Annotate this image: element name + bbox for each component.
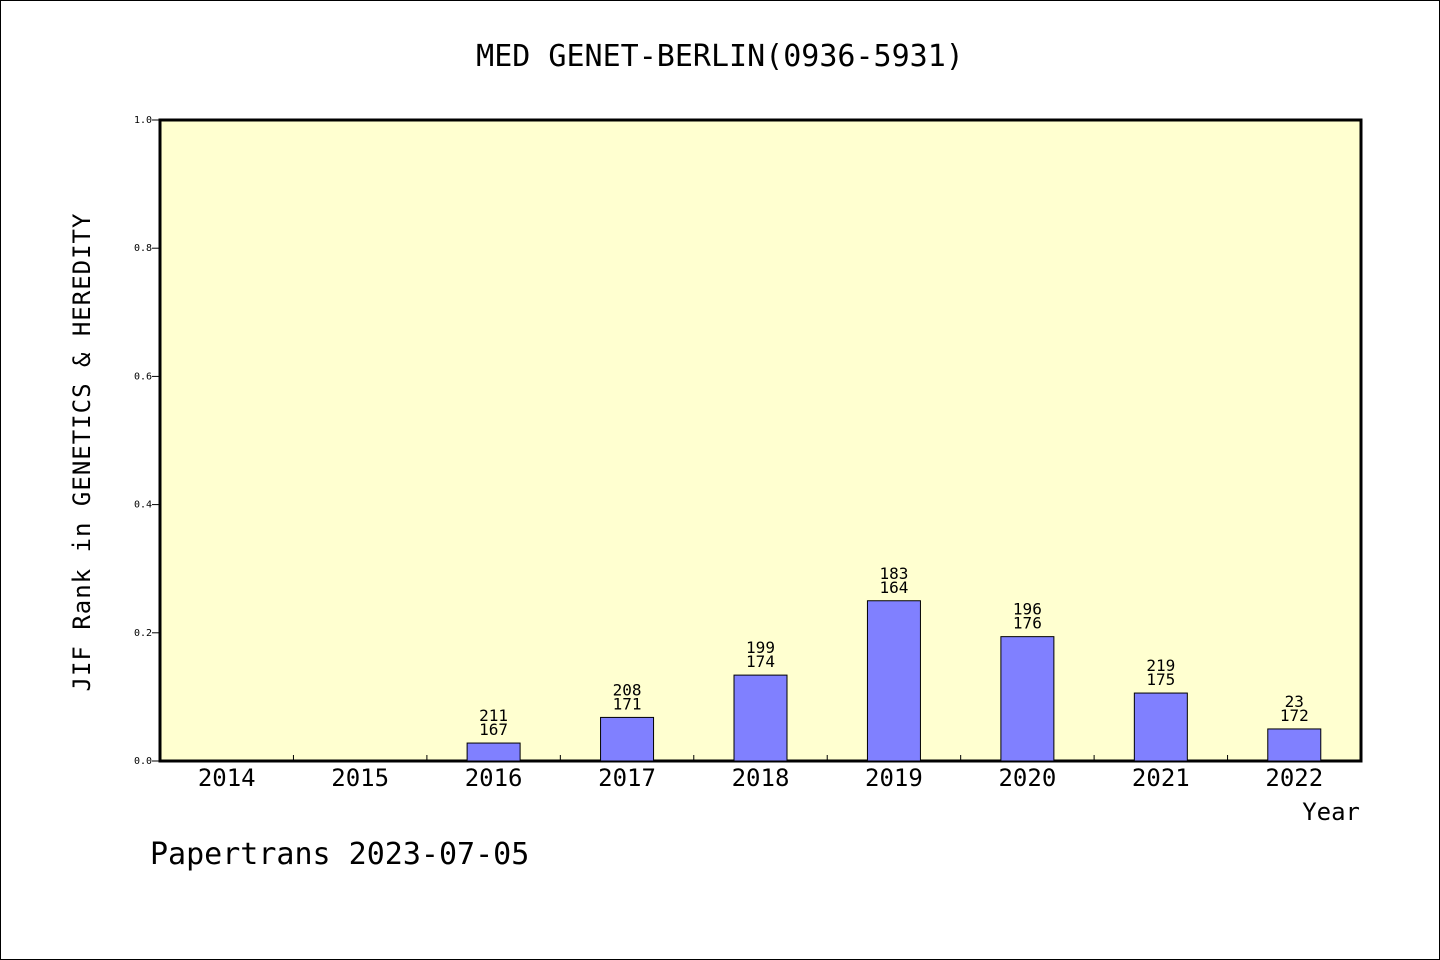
bar-2018 [733, 674, 788, 762]
bar-rank-label: 171 [613, 694, 642, 713]
bar-rank-label: 172 [1280, 706, 1309, 725]
y-axis: 0.0 0.2 0.4 0.6 0.8 1.0 [134, 115, 160, 767]
x-tick-label: 2017 [598, 764, 656, 792]
bar-rank-label: 167 [479, 720, 508, 739]
x-tick-label: 2020 [998, 764, 1056, 792]
y-tick-label: 0.2 [134, 628, 152, 639]
x-tick-label: 2021 [1132, 764, 1190, 792]
x-tick-label: 2014 [198, 764, 256, 792]
x-tick-label: 2018 [732, 764, 790, 792]
bar-total-label: 196 [1013, 600, 1042, 619]
bar-rank-label: 176 [1013, 614, 1042, 633]
x-tick-label: 2015 [331, 764, 389, 792]
bar-total-label: 208 [613, 680, 642, 699]
x-axis-label: Year [1302, 798, 1360, 826]
bar-2021 [1133, 692, 1188, 762]
x-tick-label: 2019 [865, 764, 923, 792]
plot-area [158, 118, 1363, 763]
bar-rank-label: 164 [879, 578, 908, 597]
bar-2016 [466, 742, 521, 762]
bar-2022 [1267, 728, 1322, 762]
y-axis-label: JIF Rank in GENETICS & HEREDITY [68, 213, 96, 692]
y-tick-label: 0.0 [134, 756, 152, 767]
bar-total-label: 199 [746, 638, 775, 657]
bar-rank-label: 175 [1146, 670, 1175, 689]
bar-total-label: 23 [1285, 692, 1304, 711]
x-tick-label: 2022 [1265, 764, 1323, 792]
bar-total-label: 211 [479, 706, 508, 725]
bar-2020 [1000, 636, 1055, 762]
y-tick-label: 0.4 [134, 500, 152, 511]
bar-2017 [600, 716, 655, 762]
bar-rank-label: 174 [746, 652, 775, 671]
y-tick-label: 0.8 [134, 243, 152, 254]
bar-total-label: 183 [879, 564, 908, 583]
bar-total-label: 219 [1146, 656, 1175, 675]
chart-title: MED GENET-BERLIN(0936-5931) [476, 39, 964, 74]
x-tick-label: 2016 [465, 764, 523, 792]
footer-text: Papertrans 2023-07-05 [150, 837, 529, 872]
y-tick-label: 0.6 [134, 371, 152, 382]
bar-2019 [866, 600, 921, 762]
y-tick-label: 1.0 [134, 115, 152, 126]
x-axis: 2014 2015 2016 2017 2018 2019 2020 2021 2022 [198, 755, 1323, 792]
